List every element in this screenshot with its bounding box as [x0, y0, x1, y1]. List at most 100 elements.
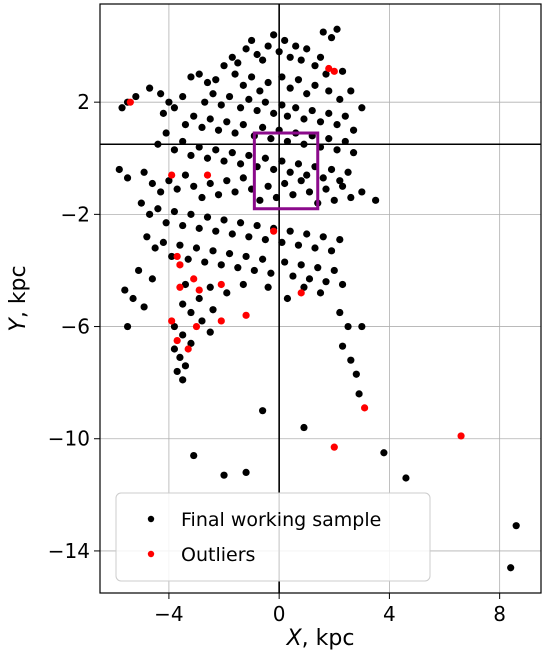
data-point-final-sample — [336, 236, 344, 244]
data-point-outlier — [190, 275, 198, 283]
data-point-final-sample — [272, 193, 280, 202]
y-axis-var: Y — [6, 317, 31, 332]
data-point-final-sample — [236, 104, 245, 112]
data-point-final-sample — [245, 95, 253, 103]
data-point-final-sample — [195, 70, 203, 78]
data-point-final-sample — [250, 266, 258, 275]
data-point-final-sample — [195, 224, 203, 232]
data-point-outlier — [184, 345, 192, 353]
data-point-final-sample — [281, 258, 289, 266]
data-point-final-sample — [148, 275, 156, 283]
data-point-final-sample — [217, 261, 225, 269]
data-point-final-sample — [336, 95, 344, 103]
data-point-final-sample — [179, 221, 187, 230]
data-point-final-sample — [303, 45, 311, 53]
data-point-final-sample — [264, 42, 272, 50]
y-tick-label: −10 — [48, 427, 90, 451]
data-point-final-sample — [236, 219, 245, 227]
data-point-final-sample — [278, 101, 286, 109]
data-point-final-sample — [319, 174, 327, 182]
data-point-final-sample — [322, 185, 330, 193]
data-point-final-sample — [325, 109, 333, 117]
data-point-final-sample — [294, 160, 303, 168]
data-point-outlier — [168, 171, 176, 179]
data-point-final-sample — [154, 205, 162, 213]
data-point-final-sample — [253, 221, 261, 230]
data-point-final-sample — [123, 174, 132, 182]
data-point-final-sample — [176, 353, 184, 361]
data-point-final-sample — [228, 53, 236, 61]
data-point-final-sample — [281, 179, 289, 188]
region-box — [252, 131, 320, 211]
data-point-final-sample — [286, 227, 294, 235]
data-point-final-sample — [214, 191, 223, 199]
data-point-final-sample — [220, 216, 228, 224]
data-point-final-sample — [198, 193, 206, 202]
data-point-final-sample — [349, 126, 358, 134]
data-point-final-sample — [231, 70, 239, 78]
data-point-final-sample — [297, 261, 305, 269]
tick-labels: −4 0 4 8 2 −2 −6 −10 −14 — [48, 90, 506, 626]
data-point-final-sample — [129, 294, 137, 303]
data-point-final-sample — [333, 25, 341, 33]
data-point-final-sample — [283, 112, 292, 120]
data-points — [115, 25, 520, 572]
data-point-final-sample — [209, 306, 217, 314]
data-point-final-sample — [242, 252, 250, 261]
data-point-final-sample — [311, 81, 319, 89]
data-point-outlier — [168, 317, 176, 325]
data-point-final-sample — [333, 121, 341, 129]
data-point-outlier — [325, 64, 333, 73]
data-point-final-sample — [311, 244, 319, 252]
data-point-final-sample — [294, 76, 303, 84]
y-axis-unit: , kpc — [6, 265, 31, 318]
data-point-final-sample — [349, 149, 358, 157]
data-point-final-sample — [170, 207, 179, 216]
data-point-final-sample — [223, 289, 231, 297]
data-point-outlier — [217, 317, 225, 325]
data-point-final-sample — [234, 264, 242, 272]
data-point-final-sample — [259, 56, 267, 64]
axis-ticks — [94, 101, 501, 599]
data-point-final-sample — [132, 92, 140, 101]
data-point-final-sample — [319, 28, 327, 36]
data-point-final-sample — [220, 471, 228, 479]
data-point-final-sample — [311, 62, 319, 70]
y-tick-label: 2 — [77, 90, 90, 114]
data-point-final-sample — [294, 241, 303, 249]
x-axis-var: X — [286, 626, 303, 651]
data-point-final-sample — [157, 188, 165, 196]
data-point-final-sample — [176, 241, 184, 249]
data-point-final-sample — [212, 76, 220, 84]
data-point-final-sample — [146, 210, 154, 218]
data-point-final-sample — [190, 451, 198, 460]
data-point-final-sample — [327, 165, 336, 174]
data-point-final-sample — [264, 78, 272, 87]
data-point-final-sample — [239, 174, 247, 182]
data-point-final-sample — [159, 238, 167, 247]
data-point-final-sample — [181, 280, 190, 289]
data-point-outlier — [361, 404, 369, 412]
data-point-final-sample — [162, 219, 170, 227]
data-point-outlier — [176, 261, 184, 269]
data-point-final-sample — [259, 407, 267, 415]
data-point-final-sample — [303, 171, 311, 179]
data-point-final-sample — [289, 191, 297, 199]
data-point-final-sample — [253, 50, 261, 59]
data-point-final-sample — [170, 322, 179, 331]
data-point-final-sample — [330, 266, 338, 275]
data-point-final-sample — [314, 264, 322, 272]
data-point-outlier — [217, 280, 225, 289]
data-point-final-sample — [190, 112, 198, 120]
data-point-final-sample — [256, 87, 264, 95]
data-point-final-sample — [231, 129, 239, 137]
data-point-final-sample — [261, 154, 269, 162]
data-point-final-sample — [181, 121, 190, 129]
data-point-final-sample — [195, 294, 203, 303]
data-point-final-sample — [338, 182, 347, 190]
data-point-final-sample — [247, 73, 256, 81]
data-point-final-sample — [181, 362, 190, 370]
data-point-final-sample — [170, 104, 179, 112]
data-point-final-sample — [165, 98, 173, 106]
